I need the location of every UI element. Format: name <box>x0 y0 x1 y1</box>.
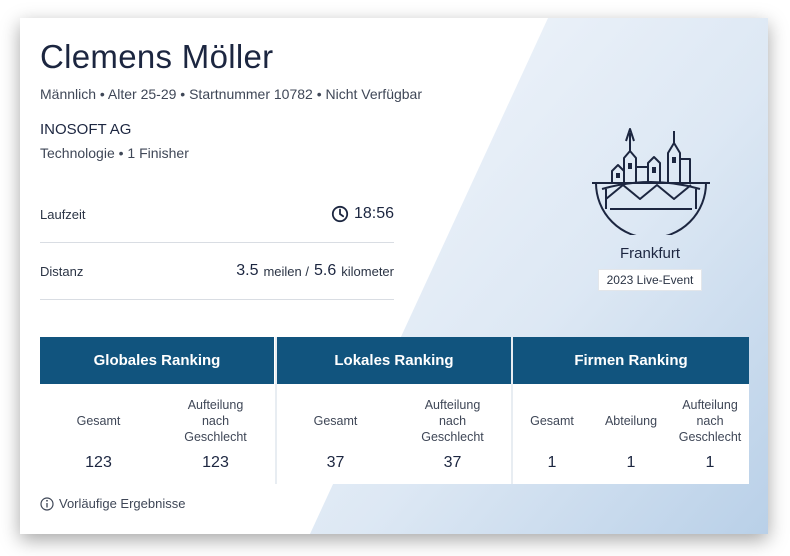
info-icon <box>40 496 54 511</box>
company-ranking-body: Gesamt 1 Abteilung 1 Aufteilung nach Ges… <box>513 384 749 484</box>
city-name: Frankfurt <box>619 245 680 262</box>
time-row: Laufzeit 18:56 <box>40 186 394 243</box>
ranking-divider <box>275 337 277 484</box>
time-label: Laufzeit <box>40 206 86 222</box>
global-ranking-body: Gesamt 123 Aufteilung nach Geschlecht 12… <box>40 384 274 484</box>
distance-km: 5.6 <box>314 262 337 279</box>
global-overall-value: 123 <box>85 454 112 471</box>
provisional-note-text: Vorläufige Ergebnisse <box>59 496 186 511</box>
company-ranking-header: Firmen Ranking <box>513 337 749 384</box>
time-value-wrap: 18:56 <box>331 205 394 223</box>
city-emblem <box>588 123 714 240</box>
local-ranking-header: Lokales Ranking <box>277 337 511 384</box>
provisional-note: Vorläufige Ergebnisse <box>40 496 185 511</box>
local-gender-label: Aufteilung nach Geschlecht <box>421 397 484 445</box>
local-overall-label: Gesamt <box>313 413 358 428</box>
runner-name: Clemens Möller <box>40 38 274 75</box>
global-overall-label: Gesamt <box>76 413 121 428</box>
time-value: 18:56 <box>353 205 394 222</box>
distance-row: Distanz 3.5 meilen / 5.6 kilometer <box>40 243 394 300</box>
distance-value: 3.5 meilen / 5.6 kilometer <box>236 262 394 280</box>
local-gender-value: 37 <box>443 454 462 471</box>
clock-icon <box>331 205 349 223</box>
global-gender-label: Aufteilung nach Geschlecht <box>184 397 247 445</box>
company-overall-value: 1 <box>547 454 557 471</box>
frankfurt-skyline-icon <box>592 128 710 239</box>
distance-miles-unit: meilen / <box>263 263 309 279</box>
local-overall: Gesamt 37 <box>277 384 394 484</box>
runner-meta: Männlich • Alter 25-29 • Startnummer 107… <box>40 86 423 102</box>
ranking-divider <box>511 337 513 484</box>
company-division-label: Abteilung <box>604 413 658 428</box>
company-info: Technologie • 1 Finisher <box>40 145 189 161</box>
company-overall-label: Gesamt <box>530 413 574 428</box>
local-ranking-body: Gesamt 37 Aufteilung nach Geschlecht 37 <box>277 384 511 484</box>
company-division: Abteilung 1 <box>591 384 671 484</box>
distance-miles: 3.5 <box>236 262 259 279</box>
local-overall-value: 37 <box>326 454 345 471</box>
distance-label: Distanz <box>40 263 84 279</box>
global-gender-value: 123 <box>202 454 229 471</box>
company-gender-label: Aufteilung nach Geschlecht <box>678 397 742 445</box>
company-gender: Aufteilung nach Geschlecht 1 <box>671 384 749 484</box>
result-card: Clemens Möller Männlich • Alter 25-29 • … <box>20 18 768 534</box>
global-overall: Gesamt 123 <box>40 384 157 484</box>
distance-km-unit: kilometer <box>341 263 394 279</box>
company-name: INOSOFT AG <box>40 121 132 138</box>
event-badge: 2023 Live-Event <box>598 269 702 291</box>
global-gender: Aufteilung nach Geschlecht 123 <box>157 384 274 484</box>
local-gender: Aufteilung nach Geschlecht 37 <box>394 384 511 484</box>
global-ranking-header: Globales Ranking <box>40 337 274 384</box>
company-gender-value: 1 <box>705 454 715 471</box>
company-overall: Gesamt 1 <box>513 384 591 484</box>
company-division-value: 1 <box>626 454 636 471</box>
